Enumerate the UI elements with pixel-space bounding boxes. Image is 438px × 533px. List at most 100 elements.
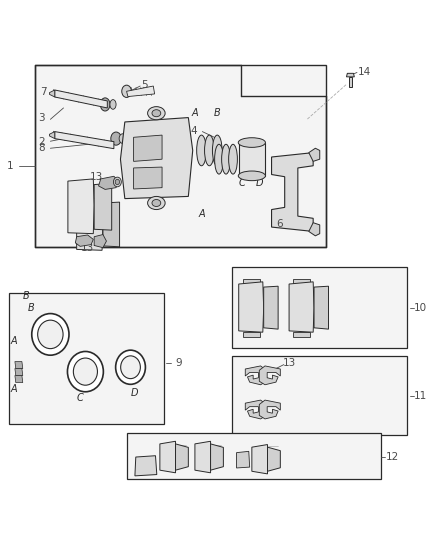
Bar — [243, 279, 260, 284]
Text: 10: 10 — [414, 303, 427, 313]
Polygon shape — [77, 198, 103, 251]
Polygon shape — [75, 235, 93, 246]
Text: 13: 13 — [81, 243, 94, 253]
Bar — [127, 433, 381, 479]
Polygon shape — [314, 286, 328, 329]
Text: 7: 7 — [40, 87, 47, 97]
Polygon shape — [309, 148, 320, 161]
Ellipse shape — [238, 171, 265, 181]
Polygon shape — [94, 183, 112, 230]
Text: 9: 9 — [175, 358, 182, 368]
Ellipse shape — [229, 144, 237, 174]
Ellipse shape — [115, 179, 120, 184]
Polygon shape — [349, 77, 352, 87]
Polygon shape — [103, 202, 120, 247]
Polygon shape — [55, 90, 107, 108]
Text: 6: 6 — [276, 219, 283, 229]
Polygon shape — [134, 135, 162, 161]
Polygon shape — [15, 361, 23, 368]
Ellipse shape — [152, 199, 161, 206]
Bar — [232, 356, 407, 435]
Text: D: D — [131, 387, 139, 398]
Polygon shape — [134, 167, 162, 189]
Ellipse shape — [111, 132, 121, 145]
Polygon shape — [272, 152, 313, 231]
Text: B: B — [23, 291, 30, 301]
Polygon shape — [268, 447, 280, 471]
Text: 12: 12 — [386, 452, 399, 462]
Polygon shape — [245, 400, 266, 419]
Ellipse shape — [148, 197, 165, 209]
Polygon shape — [245, 366, 266, 385]
Text: 1: 1 — [6, 161, 13, 171]
Text: D: D — [256, 178, 264, 188]
Ellipse shape — [116, 350, 145, 384]
Bar — [239, 142, 265, 176]
Ellipse shape — [100, 98, 110, 111]
Ellipse shape — [113, 177, 121, 187]
Ellipse shape — [73, 358, 97, 385]
Polygon shape — [259, 366, 280, 385]
Text: 13: 13 — [90, 172, 103, 182]
Bar — [35, 65, 326, 247]
Bar — [232, 266, 407, 348]
Polygon shape — [309, 223, 320, 236]
Text: 4: 4 — [190, 126, 197, 136]
Polygon shape — [195, 441, 211, 473]
Polygon shape — [176, 444, 188, 470]
Text: 5: 5 — [141, 80, 148, 90]
Bar — [35, 65, 326, 247]
Text: A: A — [11, 336, 18, 346]
Text: 2: 2 — [38, 137, 45, 147]
Polygon shape — [289, 282, 314, 332]
Polygon shape — [252, 445, 268, 474]
Ellipse shape — [67, 351, 103, 392]
Text: C: C — [239, 178, 246, 188]
Ellipse shape — [122, 85, 131, 98]
Text: B: B — [213, 108, 220, 118]
Ellipse shape — [222, 144, 230, 174]
Ellipse shape — [110, 100, 116, 109]
Ellipse shape — [120, 356, 140, 378]
Text: A: A — [11, 384, 18, 394]
Polygon shape — [120, 118, 193, 199]
Polygon shape — [18, 301, 28, 308]
Polygon shape — [211, 444, 223, 470]
Ellipse shape — [152, 110, 161, 117]
Text: 3: 3 — [38, 114, 45, 124]
Polygon shape — [346, 74, 354, 77]
Ellipse shape — [215, 144, 223, 174]
Polygon shape — [55, 132, 114, 149]
Bar — [293, 279, 310, 284]
Text: 11: 11 — [414, 391, 427, 401]
Polygon shape — [237, 451, 250, 468]
Polygon shape — [49, 132, 55, 139]
Polygon shape — [259, 400, 280, 419]
Ellipse shape — [148, 107, 165, 120]
Text: 8: 8 — [38, 143, 45, 154]
Polygon shape — [239, 282, 264, 332]
Polygon shape — [49, 90, 55, 97]
Text: A: A — [198, 209, 205, 219]
Text: 14: 14 — [358, 67, 371, 77]
Ellipse shape — [197, 135, 206, 166]
Ellipse shape — [119, 134, 126, 143]
Ellipse shape — [212, 135, 222, 166]
Ellipse shape — [205, 135, 214, 166]
Polygon shape — [127, 86, 155, 96]
Polygon shape — [160, 441, 176, 473]
Bar — [9, 293, 164, 424]
Polygon shape — [15, 376, 23, 383]
Polygon shape — [68, 179, 94, 233]
Polygon shape — [264, 286, 278, 329]
Ellipse shape — [32, 313, 69, 355]
Ellipse shape — [238, 138, 265, 147]
Text: A: A — [191, 108, 198, 118]
Polygon shape — [15, 368, 23, 376]
Polygon shape — [99, 176, 118, 189]
Bar — [243, 332, 260, 337]
Bar — [293, 332, 310, 337]
Text: C: C — [77, 393, 84, 403]
Polygon shape — [135, 456, 157, 476]
Ellipse shape — [38, 320, 63, 349]
